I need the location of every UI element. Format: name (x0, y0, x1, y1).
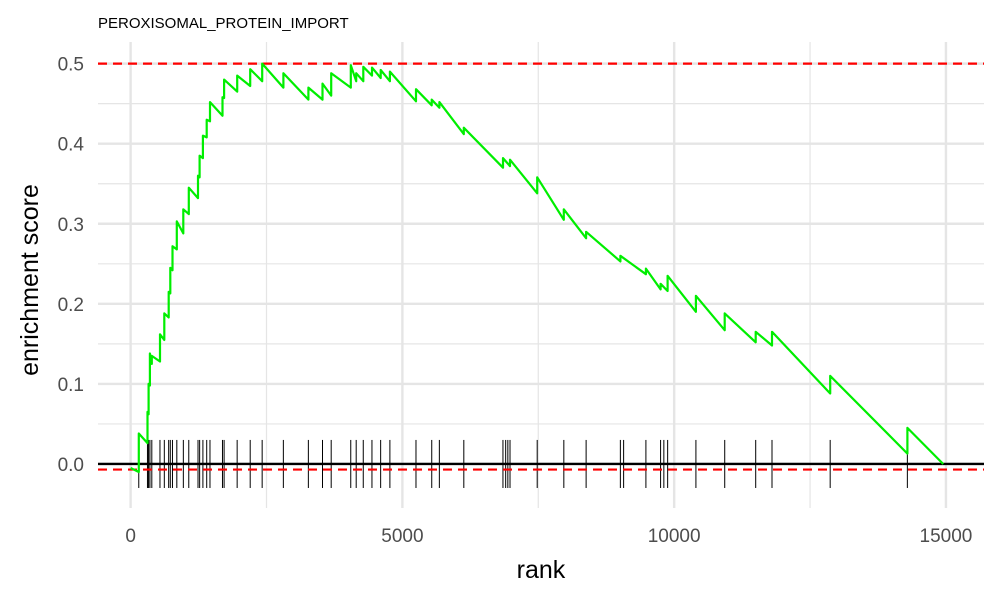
x-tick-label: 5000 (381, 526, 423, 547)
y-tick-label: 0.2 (58, 295, 84, 316)
y-tick-label: 0.4 (58, 135, 85, 156)
y-axis-title: enrichment score (16, 184, 44, 376)
y-tick-label: 0.5 (58, 55, 84, 76)
x-tick-label: 15000 (920, 526, 973, 547)
x-axis-title: rank (517, 556, 566, 584)
curve-layer (130, 62, 944, 474)
y-axis-ticks: 0.0 0.1 0.2 0.3 0.4 0.5 (58, 55, 85, 476)
chart-title: PEROXISOMAL_PROTEIN_IMPORT (98, 15, 349, 32)
x-tick-label: 0 (125, 526, 136, 547)
reference-lines (98, 62, 984, 471)
x-tick-label: 10000 (648, 526, 701, 547)
y-tick-label: 0.1 (58, 375, 84, 396)
x-axis-ticks: 0 5000 10000 15000 (125, 526, 972, 547)
y-tick-label: 0.0 (58, 455, 84, 476)
grid (98, 42, 984, 508)
y-tick-label: 0.3 (58, 215, 84, 236)
enrichment-curve (130, 62, 944, 474)
